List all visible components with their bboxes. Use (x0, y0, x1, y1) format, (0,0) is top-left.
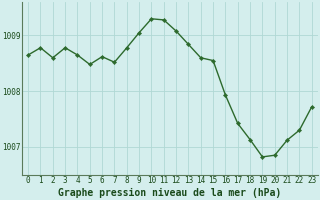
X-axis label: Graphe pression niveau de la mer (hPa): Graphe pression niveau de la mer (hPa) (58, 188, 282, 198)
